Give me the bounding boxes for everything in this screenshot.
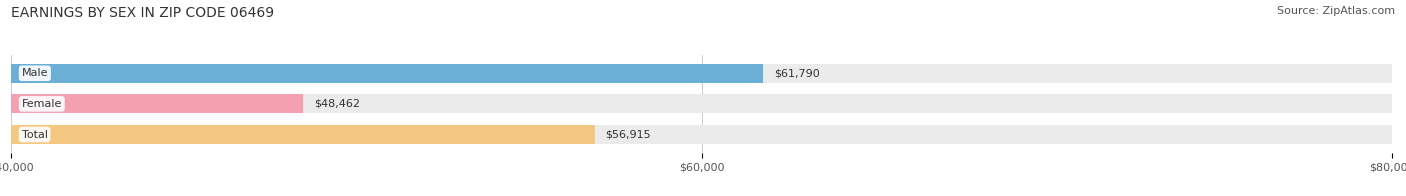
Bar (11, 94, 1392, 113)
Text: Total: Total (21, 130, 48, 140)
Text: $61,790: $61,790 (773, 68, 820, 78)
Bar (11, 125, 595, 144)
Bar (11, 64, 1392, 83)
Bar (11, 64, 763, 83)
Text: $48,462: $48,462 (314, 99, 360, 109)
Text: Source: ZipAtlas.com: Source: ZipAtlas.com (1277, 6, 1395, 16)
Bar (11, 94, 304, 113)
Bar (11, 125, 1392, 144)
Text: Male: Male (21, 68, 48, 78)
Text: Female: Female (21, 99, 62, 109)
Text: $56,915: $56,915 (606, 130, 651, 140)
Text: EARNINGS BY SEX IN ZIP CODE 06469: EARNINGS BY SEX IN ZIP CODE 06469 (11, 6, 274, 20)
